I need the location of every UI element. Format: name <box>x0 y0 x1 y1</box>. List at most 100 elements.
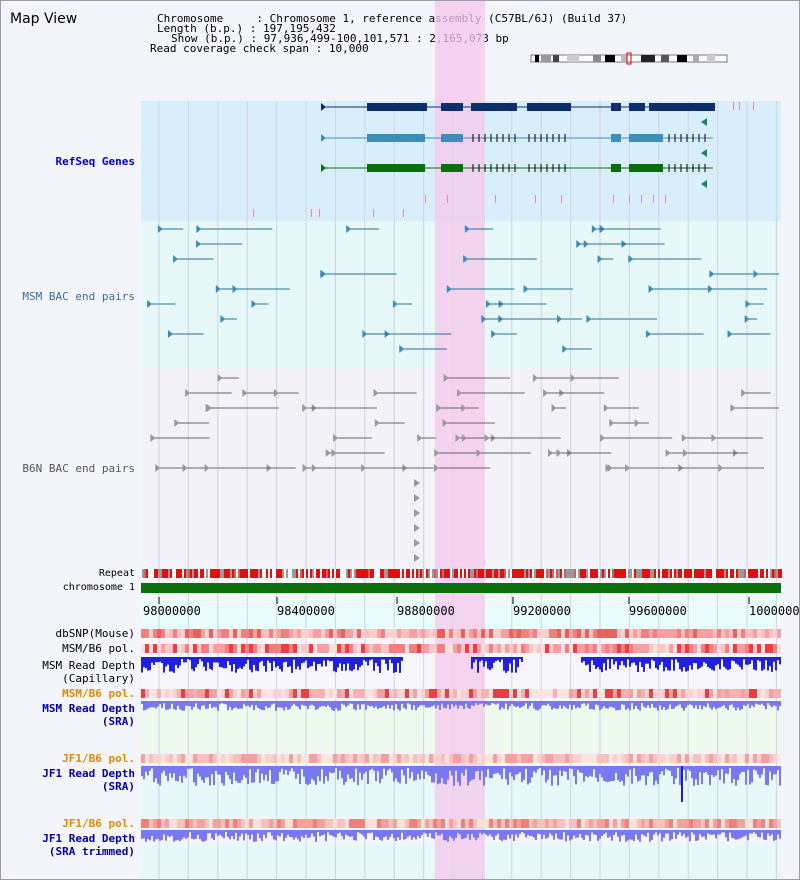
depth-bar <box>175 830 177 841</box>
repeat-block <box>208 569 210 578</box>
heat-cell <box>729 754 733 763</box>
depth-bar <box>149 830 151 841</box>
heat-cell <box>385 629 389 638</box>
depth-bar <box>439 701 441 710</box>
refseq-tick <box>641 195 642 203</box>
heat-cell <box>297 644 301 653</box>
heat-cell <box>629 819 633 828</box>
heat-cell <box>469 689 473 698</box>
depth-bar <box>169 701 171 709</box>
heat-cell <box>285 819 289 828</box>
depth-bar <box>437 701 439 706</box>
heat-cell <box>401 629 405 638</box>
depth-bar <box>775 657 777 671</box>
heat-cell <box>277 689 281 698</box>
repeat-block <box>682 569 684 578</box>
depth-bar <box>395 657 397 673</box>
depth-bar <box>613 701 615 708</box>
depth-bar <box>551 766 553 786</box>
depth-bar <box>503 701 505 709</box>
depth-bar <box>249 701 251 708</box>
heat-cell <box>197 754 201 763</box>
depth-bar <box>373 766 375 771</box>
depth-bar <box>607 830 609 838</box>
depth-bar <box>187 701 189 706</box>
depth-bar <box>657 657 659 670</box>
repeat-block <box>404 569 406 578</box>
depth-bar <box>211 657 213 671</box>
heat-cell <box>365 644 369 653</box>
repeat-block <box>314 569 316 578</box>
heat-cell <box>273 689 277 698</box>
depth-bar <box>585 701 587 706</box>
heat-cell <box>625 819 629 828</box>
repeat-block <box>462 569 464 578</box>
depth-bar <box>209 657 211 669</box>
heat-cell <box>633 754 637 763</box>
depth-bar <box>359 657 361 667</box>
depth-bar <box>477 766 479 771</box>
depth-bar <box>627 657 629 660</box>
depth-bar <box>501 701 503 708</box>
depth-bar <box>345 766 347 783</box>
repeat-block <box>408 569 410 578</box>
ideogram-band <box>661 55 669 62</box>
depth-bar <box>337 701 339 711</box>
heat-cell <box>153 644 157 653</box>
repeat-block <box>384 569 386 578</box>
refseq-tick <box>733 102 734 110</box>
repeat-block <box>170 569 172 578</box>
heat-cell <box>633 644 637 653</box>
heat-cell <box>749 629 753 638</box>
depth-bar <box>739 701 741 711</box>
heat-cell <box>309 819 313 828</box>
heat-cell <box>373 644 377 653</box>
depth-bar <box>247 830 249 836</box>
heat-cell <box>637 629 641 638</box>
depth-bar <box>311 701 313 705</box>
heat-cell <box>301 644 305 653</box>
heat-cell <box>177 629 181 638</box>
depth-bar <box>283 657 285 663</box>
heat-cell <box>433 689 437 698</box>
repeat-block <box>568 569 570 578</box>
depth-bar <box>263 830 265 835</box>
depth-bar <box>377 766 379 772</box>
heat-cell <box>457 644 461 653</box>
depth-bar <box>583 701 585 704</box>
depth-bar <box>475 766 477 772</box>
heat-cell <box>225 819 229 828</box>
heat-cell <box>309 689 313 698</box>
depth-bar <box>575 701 577 709</box>
depth-bar <box>347 830 349 836</box>
depth-bar <box>587 766 589 778</box>
depth-bar <box>589 701 591 710</box>
repeat-block <box>194 569 196 578</box>
depth-bar <box>563 701 565 706</box>
heat-cell <box>497 819 501 828</box>
repeat-block <box>514 569 516 578</box>
heat-cell <box>621 754 625 763</box>
depth-bar <box>207 657 209 663</box>
heat-cell <box>681 819 685 828</box>
heat-cell <box>289 754 293 763</box>
depth-bar <box>677 701 679 706</box>
depth-bar <box>273 766 275 785</box>
depth-bar <box>583 830 585 841</box>
depth-bar <box>503 657 505 671</box>
heat-cell <box>221 689 225 698</box>
ideogram-band <box>641 55 655 62</box>
heat-cell <box>517 689 521 698</box>
depth-bar <box>413 766 415 781</box>
depth-bar <box>489 701 491 706</box>
depth-bar <box>693 701 695 709</box>
depth-bar <box>271 830 273 836</box>
repeat-block <box>610 569 612 578</box>
depth-bar <box>203 657 205 667</box>
heat-cell <box>169 819 173 828</box>
heat-cell <box>505 629 509 638</box>
repeat-block <box>246 569 248 578</box>
heat-cell <box>497 689 501 698</box>
depth-bar <box>285 830 287 838</box>
